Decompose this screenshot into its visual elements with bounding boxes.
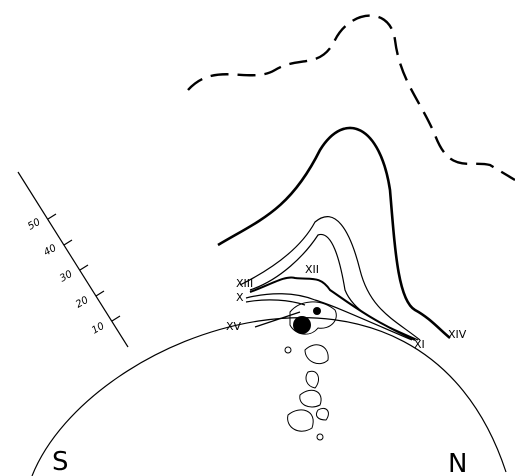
scale-label: 10	[90, 321, 107, 337]
scale-label: 20	[74, 295, 91, 311]
contour-xiv	[217, 126, 451, 340]
direction-label: S	[52, 447, 69, 476]
horizon-arc	[31, 317, 507, 476]
dashed-contour	[187, 14, 515, 182]
direction-label: N	[448, 449, 467, 476]
plage	[316, 433, 324, 441]
contour-label: XIII	[236, 277, 253, 290]
scale-ticks	[47, 213, 121, 322]
contour-x	[245, 299, 306, 306]
plage	[284, 346, 292, 354]
scale-axis	[17, 171, 129, 348]
scale-label: 30	[58, 269, 75, 285]
contour-label: XIV	[448, 328, 467, 341]
contour-label: X	[236, 291, 244, 304]
plage	[305, 370, 319, 389]
plage	[315, 407, 329, 421]
plage	[289, 301, 337, 335]
contour-label: XI	[414, 338, 425, 351]
plage	[287, 409, 314, 432]
contour-label: XII	[305, 263, 319, 276]
spot	[293, 316, 311, 334]
contour-xiii	[245, 293, 413, 341]
spot	[313, 307, 321, 315]
contour-xi	[239, 216, 421, 341]
contour-xii	[249, 276, 416, 341]
plage	[304, 344, 329, 365]
plage	[299, 389, 322, 408]
contour-xv	[254, 311, 301, 328]
contour-xi-inner	[249, 233, 419, 341]
scale-label: 50	[26, 217, 43, 233]
contour-label: XV	[226, 320, 242, 333]
scale-label: 40	[42, 243, 59, 259]
